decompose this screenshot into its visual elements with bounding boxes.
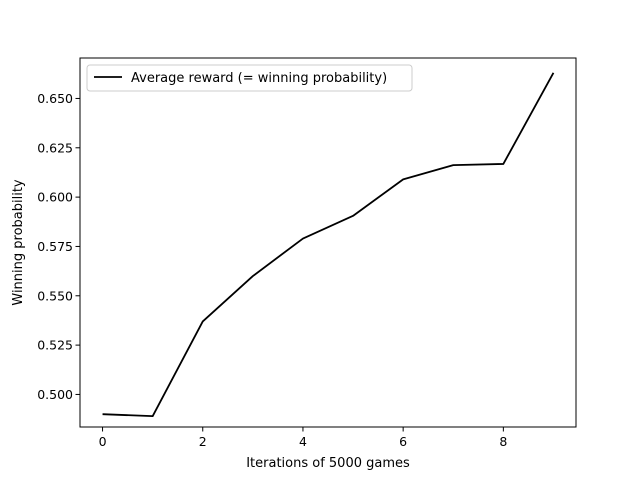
y-tick-label: 0.625 [37, 140, 73, 155]
plot-area [80, 58, 576, 427]
x-tick-label: 2 [199, 434, 207, 449]
x-tick-label: 6 [399, 434, 407, 449]
y-tick-label: 0.600 [37, 190, 73, 205]
plot-frame [79, 57, 577, 428]
legend-frame [86, 64, 413, 92]
legend: Average reward (= winning probability) [86, 64, 413, 92]
chart-marks [102, 72, 555, 418]
series-line-0 [102, 72, 555, 418]
y-tick-label: 0.575 [37, 239, 73, 254]
y-axis-label: Winning probability [11, 179, 26, 306]
x-axis-label: Iterations of 5000 games [246, 456, 410, 471]
y-tick-label: 0.500 [37, 387, 73, 402]
x-tick-label: 8 [499, 434, 507, 449]
x-tick-label: 4 [299, 434, 307, 449]
legend-label: Average reward (= winning probability) [131, 71, 387, 86]
y-tick-label: 0.525 [37, 338, 73, 353]
x-tick-label: 0 [99, 434, 107, 449]
axis-ticks: 0 2 4 6 8 0.500 0.525 0.550 0.575 0.600 0.625 0.650 [37, 91, 507, 449]
y-tick-label: 0.650 [37, 91, 73, 106]
y-tick-label: 0.550 [37, 288, 73, 303]
